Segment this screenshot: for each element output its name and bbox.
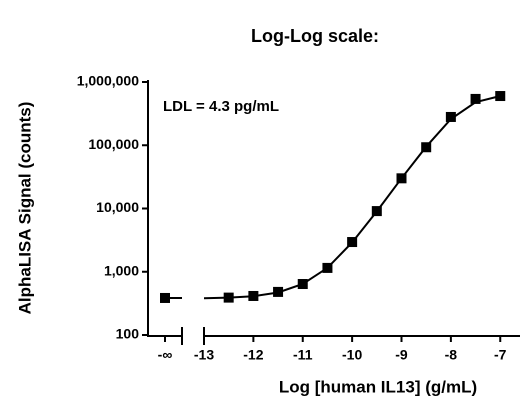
point [273, 286, 284, 297]
chart-title: Log-Log scale: [251, 26, 379, 46]
point [396, 173, 407, 184]
annotation: LDL = 4.3 pg/mL [163, 98, 279, 115]
y-tick-label: 100,000 [88, 136, 139, 152]
x-axis-label: Log [human IL13] (g/mL) [279, 377, 477, 396]
point [347, 237, 358, 248]
x-tick-label: -12 [243, 347, 263, 363]
x-tick-label: -9 [395, 347, 408, 363]
point [421, 142, 432, 153]
point [371, 206, 382, 217]
y-axis-label: AlphaLISA Signal (counts) [15, 102, 34, 315]
y-tick-label: 1,000,000 [77, 73, 139, 89]
x-tick-label: -11 [293, 347, 313, 363]
point [248, 290, 259, 301]
y-tick-label: 100 [116, 326, 140, 342]
point [495, 91, 506, 102]
point [322, 262, 333, 273]
y-tick-label: 10,000 [96, 199, 139, 215]
y-tick-label: 1,000 [104, 262, 139, 278]
point [445, 111, 456, 122]
x-tick-label: -∞ [158, 347, 173, 363]
point [470, 93, 481, 104]
x-tick-label: -13 [194, 347, 214, 363]
x-tick-label: -10 [342, 347, 362, 363]
point [297, 279, 308, 290]
x-tick-label: -7 [494, 347, 507, 363]
x-tick-label: -8 [445, 347, 458, 363]
fit-curve [203, 95, 501, 300]
point [160, 292, 170, 303]
point [223, 292, 234, 303]
